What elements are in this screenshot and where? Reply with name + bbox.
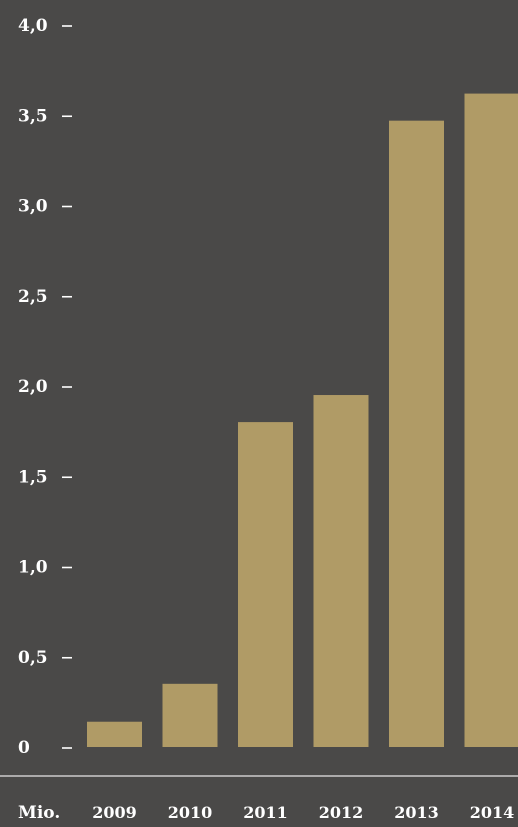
y-tick-label: 2,0 — [18, 377, 48, 397]
y-tick-label: 3,5 — [18, 106, 48, 126]
bar — [313, 395, 369, 747]
x-tick-label: 2011 — [243, 803, 288, 822]
y-tick-label: 0,5 — [18, 648, 48, 668]
bar — [464, 93, 518, 748]
bar — [238, 422, 293, 747]
y-tick-label: 3,0 — [18, 197, 48, 217]
bar — [389, 120, 444, 748]
y-tick-label: 4,0 — [18, 16, 48, 36]
y-axis-ticks: 0 0,5 1,0 1,5 2,0 2,5 3,0 3,5 4,0 — [18, 16, 72, 758]
bar — [87, 721, 142, 747]
bars — [87, 93, 518, 748]
x-tick-label: 2014 — [470, 803, 515, 822]
bar — [162, 683, 218, 747]
y-tick-label: 0 — [18, 738, 30, 758]
y-tick-label: 1,5 — [18, 467, 48, 487]
x-axis-labels: 2009 2010 2011 2012 2013 2014 — [92, 803, 514, 822]
x-tick-label: 2013 — [394, 803, 439, 822]
x-tick-label: 2012 — [319, 803, 364, 822]
x-tick-label: 2010 — [168, 803, 213, 822]
x-tick-label: 2009 — [92, 803, 137, 822]
unit-label: Mio. — [18, 803, 60, 823]
y-tick-label: 1,0 — [18, 558, 48, 578]
y-tick-label: 2,5 — [18, 287, 48, 307]
